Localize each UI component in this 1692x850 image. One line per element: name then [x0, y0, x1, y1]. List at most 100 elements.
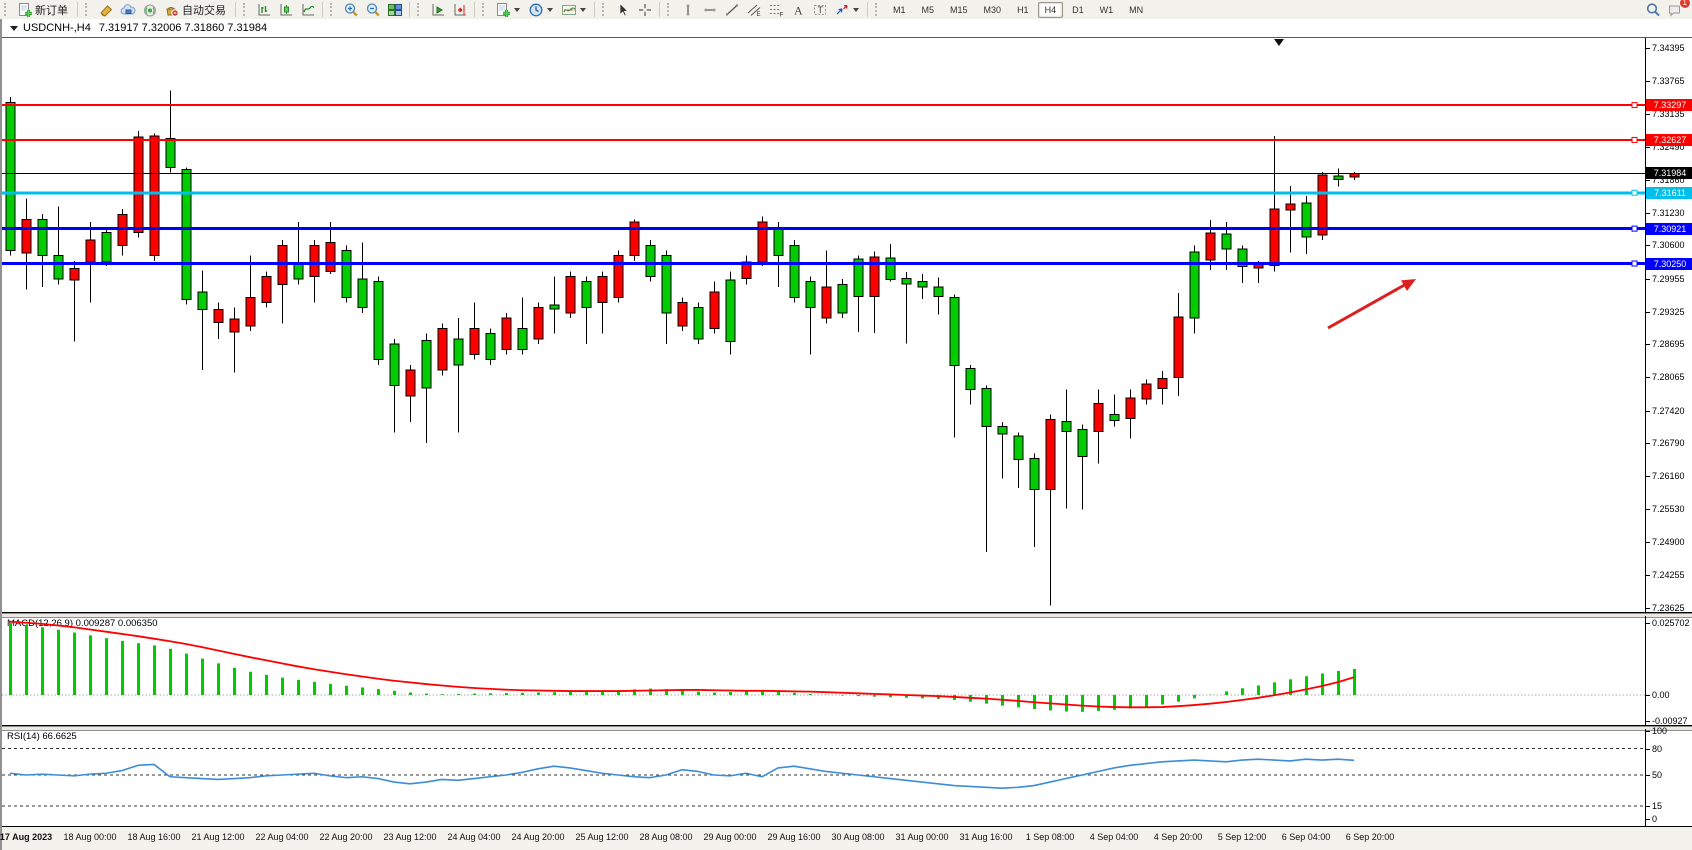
timeframe-h4-button[interactable]: H4	[1037, 1, 1064, 18]
candle	[373, 281, 384, 361]
arrow-object-line[interactable]	[1327, 281, 1409, 330]
hline-handle[interactable]	[1631, 136, 1638, 143]
hline-price-badge: 7.30921	[1646, 222, 1692, 235]
candle	[133, 136, 144, 233]
dropdown-caret-icon[interactable]	[514, 7, 520, 12]
hline-price-badge: 7.33297	[1646, 99, 1692, 112]
price-pane[interactable]: 7.34395 7.33765 7.33135 7.32490 7.31860 7.312…	[2, 38, 1692, 613]
time-axis-label: 30 Aug 08:00	[831, 832, 885, 842]
toolbar-grip[interactable]	[602, 3, 609, 16]
arrow-object-head[interactable]	[1401, 279, 1416, 292]
chart-symbol-title: USDCNH-,H4	[23, 22, 91, 34]
candle	[1237, 248, 1248, 268]
hline-handle[interactable]	[1631, 225, 1638, 232]
price-chart-canvas[interactable]	[2, 38, 1692, 613]
indicators-button[interactable]	[559, 1, 590, 18]
timeframe-w1-button[interactable]: W1	[1099, 4, 1114, 15]
price-tick-label: 7.23625	[1652, 602, 1685, 613]
price-tick-mark	[1645, 541, 1650, 543]
toolbar-grip[interactable]	[243, 3, 250, 16]
signals-button[interactable]	[140, 1, 160, 18]
chart-shift-marker-icon[interactable]	[1274, 39, 1284, 46]
price-tick-label: 7.28695	[1652, 339, 1685, 350]
toolbar-grip[interactable]	[85, 3, 92, 16]
candle	[821, 286, 832, 319]
hline-icon	[702, 2, 718, 18]
autotrading-button[interactable]: 自动交易	[162, 1, 231, 18]
horizontal-line-button[interactable]	[700, 1, 720, 18]
timeframe-m5-button[interactable]: M5	[921, 4, 935, 15]
timeframe-h1-button[interactable]: H1	[1017, 4, 1029, 15]
metaeditor-button[interactable]	[96, 1, 116, 18]
candle	[885, 257, 896, 281]
candle	[1301, 202, 1312, 238]
candle	[1269, 208, 1280, 267]
hline-price-badge: 7.30250	[1646, 257, 1692, 270]
toolbar-separator	[474, 2, 475, 17]
toolbar-grip[interactable]	[875, 3, 882, 16]
price-tick-label: 7.27420	[1652, 405, 1685, 416]
label-button[interactable]: T	[810, 1, 830, 18]
macd-canvas[interactable]	[2, 616, 1692, 726]
toolbar-grip[interactable]	[4, 3, 11, 16]
candle	[261, 276, 272, 304]
chart-menu-caret-icon[interactable]	[10, 25, 18, 31]
hline-handle[interactable]	[1631, 102, 1638, 109]
profiles-button[interactable]	[526, 1, 557, 18]
line-chart-button[interactable]	[298, 1, 318, 18]
toolbar-grip[interactable]	[667, 3, 674, 16]
candle	[933, 286, 944, 297]
timeframe-mn-button[interactable]: MN	[1129, 4, 1144, 15]
candle	[1349, 172, 1360, 178]
dropdown-caret-icon[interactable]	[547, 7, 553, 12]
chart-shift-button[interactable]	[450, 1, 470, 18]
arrows-button[interactable]	[832, 1, 863, 18]
timeframe-m15-button[interactable]: M15	[950, 4, 968, 15]
candlestick-chart-button[interactable]	[276, 1, 296, 18]
hline-handle[interactable]	[1631, 189, 1638, 196]
hline-handle[interactable]	[1631, 260, 1638, 267]
auto-scroll-button[interactable]	[428, 1, 448, 18]
zoom-in-button[interactable]	[341, 1, 361, 18]
macd-signal-line	[9, 620, 1355, 709]
timeframe-m1-button[interactable]: M1	[893, 4, 906, 15]
candle	[805, 281, 816, 309]
candle	[165, 138, 176, 168]
new-order-button[interactable]: 新订单	[15, 1, 73, 18]
pane-splitter[interactable]	[2, 726, 1692, 731]
price-tick-label: 7.32490	[1652, 142, 1685, 153]
trendline-button[interactable]	[722, 1, 742, 18]
toolbar-grip[interactable]	[330, 3, 337, 16]
search-button[interactable]	[1643, 1, 1663, 18]
dropdown-caret-icon[interactable]	[580, 7, 586, 12]
toolbar-grip[interactable]	[482, 3, 489, 16]
channel-button[interactable]: E	[744, 1, 764, 18]
bar-chart-button[interactable]	[254, 1, 274, 18]
fibonacci-button[interactable]: F	[766, 1, 786, 18]
rsi-canvas[interactable]	[2, 729, 1692, 827]
rsi-pane[interactable]: RSI(14) 66.6625 100 80 50 15 0	[2, 726, 1692, 827]
timeframe-d1-button[interactable]: D1	[1072, 4, 1084, 15]
chart-bar-icon	[256, 2, 272, 18]
text-button[interactable]: A	[788, 1, 808, 18]
candle	[325, 242, 336, 272]
time-axis-label: 6 Sep 04:00	[1281, 832, 1331, 842]
dropdown-caret-icon[interactable]	[853, 7, 859, 12]
toolbar-grip[interactable]	[417, 3, 424, 16]
time-axis-label: 31 Aug 16:00	[959, 832, 1013, 842]
virtual-hosting-button[interactable]	[118, 1, 138, 18]
macd-pane[interactable]: MACD(12,26,9) 0.009287 0.006350 0.025702…	[2, 616, 1692, 726]
timeframe-m30-button[interactable]: M30	[983, 4, 1002, 15]
new-chart-button[interactable]	[493, 1, 524, 18]
notifications-button[interactable]: 1	[1665, 0, 1691, 18]
search-icon	[1645, 2, 1661, 18]
pane-splitter[interactable]	[2, 613, 1692, 618]
time-axis[interactable]: 17 Aug 2023 18 Aug 00:00 18 Aug 16:00 21 Au…	[0, 827, 1692, 850]
zoom-out-button[interactable]	[363, 1, 383, 18]
cursor-button[interactable]	[613, 1, 633, 18]
candle	[1141, 383, 1152, 400]
toolbar-group	[478, 0, 598, 19]
crosshair-button[interactable]	[635, 1, 655, 18]
tile-windows-button[interactable]	[385, 1, 405, 18]
vertical-line-button[interactable]	[678, 1, 698, 18]
